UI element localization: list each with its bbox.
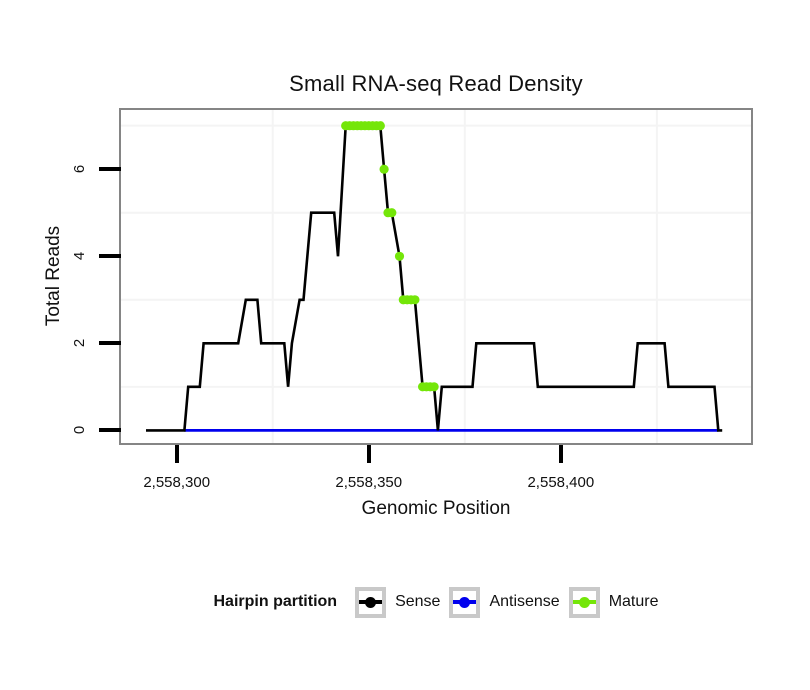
legend-key-dot-icon [578,596,590,608]
legend-label-mature: Mature [608,593,659,610]
legend-item-sense: Sense [355,586,441,618]
legend-key-antisense [449,586,481,618]
y-axis-title: Total Reads [43,225,64,327]
legend-key-dot-icon [365,596,377,608]
y-axis-tick [99,341,121,346]
legend-key-dot-icon [459,596,471,608]
plot-panel [119,108,753,445]
legend: Hairpin partition Sense Antisense Mature [119,584,753,620]
series-mature-point [410,295,420,305]
x-axis-tick [366,445,371,463]
y-axis-tick [99,254,121,259]
legend-item-mature: Mature [568,586,659,618]
chart-title: Small RNA-seq Read Density [289,71,583,96]
legend-key-mature [568,586,600,618]
y-axis-tick-label: 2 [71,339,88,348]
legend-item-antisense: Antisense [449,586,560,618]
legend-key-sense [355,586,387,618]
series-sense-line [146,124,723,432]
x-axis-tick-label: 2,558,300 [143,474,211,491]
series-mature-point [375,121,385,131]
legend-label-antisense: Antisense [489,593,560,610]
y-axis-tick-label: 6 [71,165,88,174]
y-axis-tick-label: 4 [71,252,88,261]
x-axis-tick-label: 2,558,350 [335,474,403,491]
y-axis-tick [99,167,121,172]
series-mature-point [387,208,397,218]
series-mature-point [429,382,439,392]
x-axis-tick-label: 2,558,400 [527,474,595,491]
y-axis-tick-label: 0 [71,426,88,435]
series-mature-point [379,164,389,174]
x-axis-tick [174,445,179,463]
x-axis-title: Genomic Position [361,498,511,519]
y-axis-tick [99,428,121,433]
series-mature-point [394,251,405,261]
x-axis-tick [558,445,563,463]
legend-title: Hairpin partition [213,593,338,610]
plot-area [121,110,751,443]
legend-label-sense: Sense [395,593,441,610]
